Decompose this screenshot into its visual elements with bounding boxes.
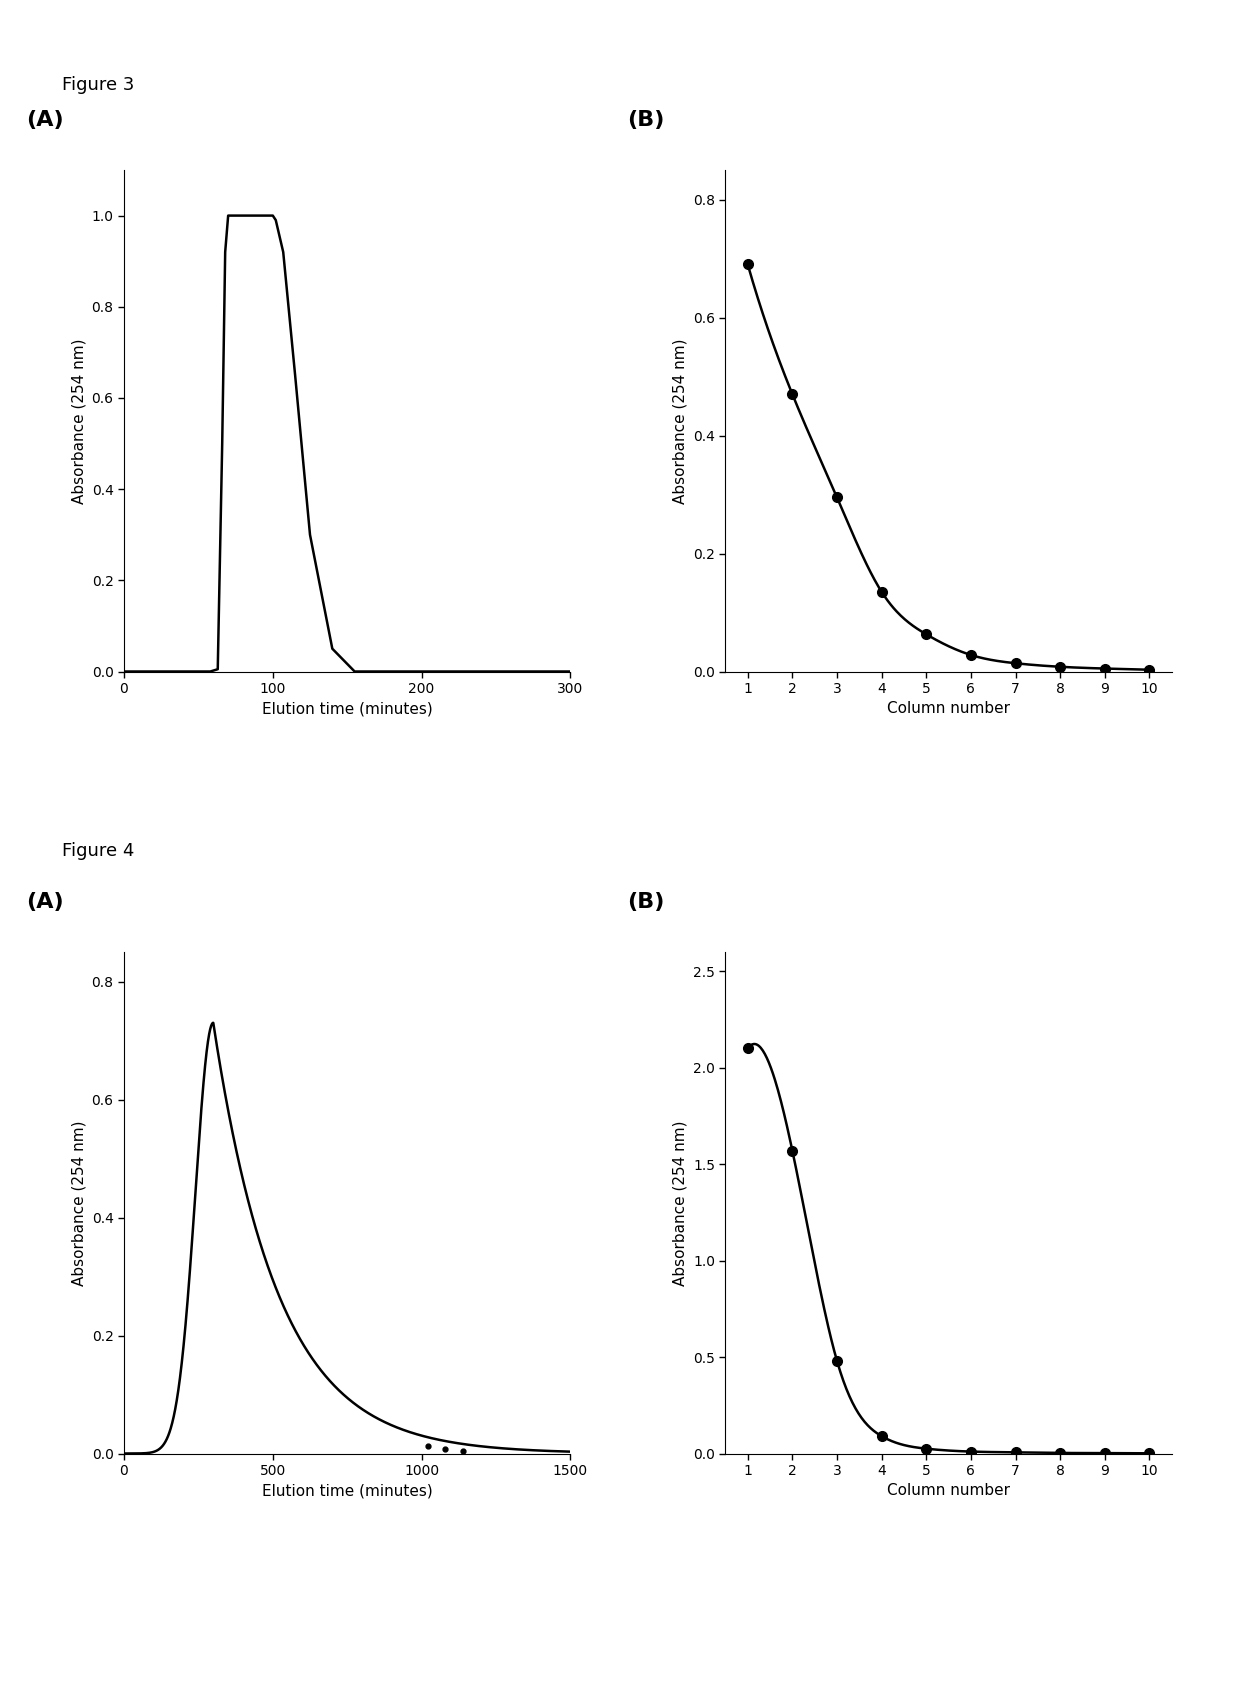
Y-axis label: Absorbance (254 nm): Absorbance (254 nm) — [71, 338, 86, 503]
Text: (A): (A) — [26, 110, 63, 129]
Y-axis label: Absorbance (254 nm): Absorbance (254 nm) — [672, 1120, 687, 1285]
Text: (B): (B) — [627, 892, 665, 911]
X-axis label: Column number: Column number — [887, 1484, 1011, 1498]
X-axis label: Column number: Column number — [887, 702, 1011, 716]
X-axis label: Elution time (minutes): Elution time (minutes) — [262, 1484, 433, 1498]
Text: (B): (B) — [627, 110, 665, 129]
Y-axis label: Absorbance (254 nm): Absorbance (254 nm) — [672, 338, 687, 503]
Text: Figure 3: Figure 3 — [62, 76, 134, 95]
X-axis label: Elution time (minutes): Elution time (minutes) — [262, 702, 433, 716]
Text: (A): (A) — [26, 892, 63, 911]
Y-axis label: Absorbance (254 nm): Absorbance (254 nm) — [71, 1120, 86, 1285]
Text: Figure 4: Figure 4 — [62, 842, 134, 860]
